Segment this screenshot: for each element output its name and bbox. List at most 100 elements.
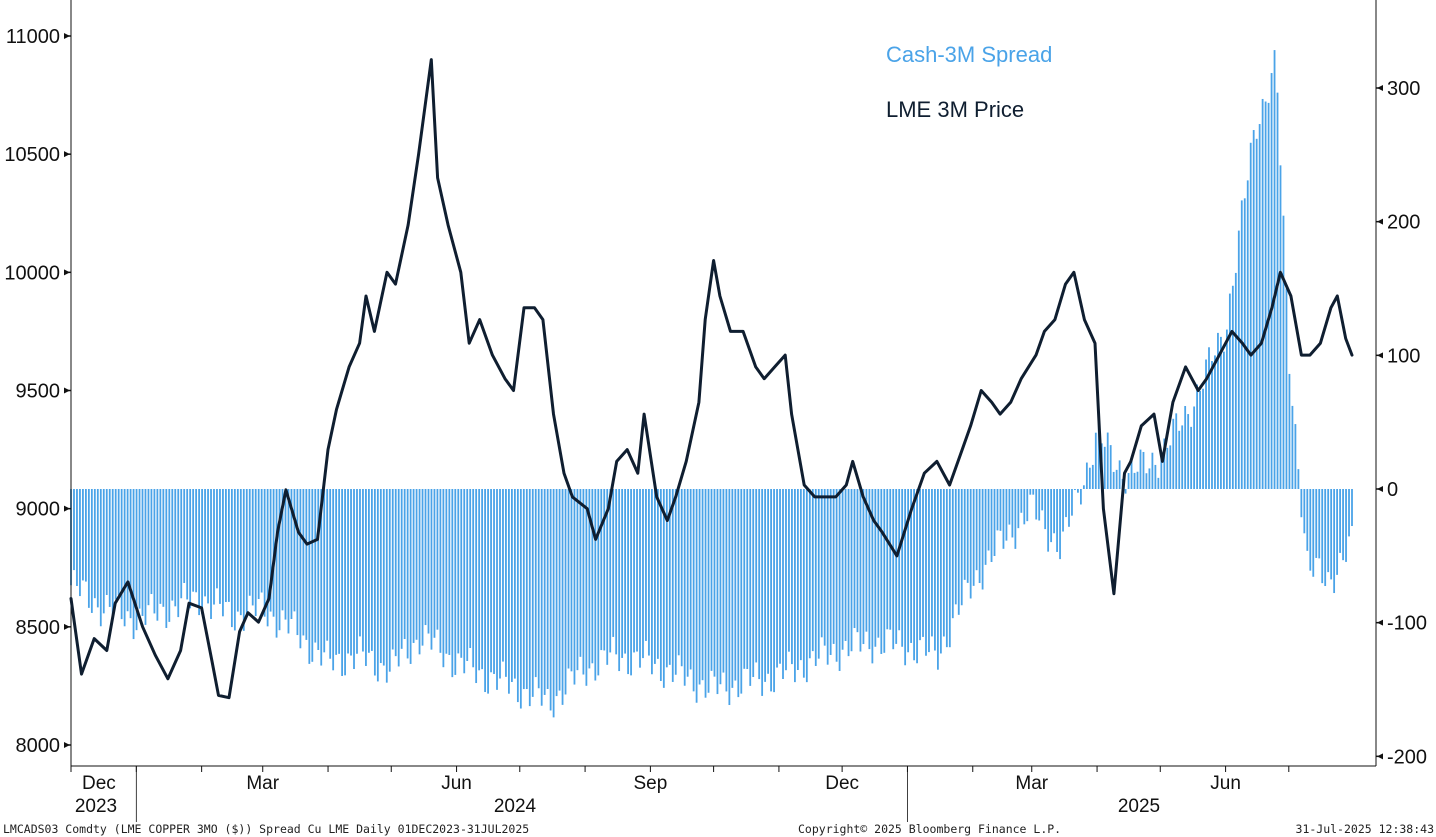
spread-bar xyxy=(111,489,114,617)
spread-bar xyxy=(1035,489,1038,520)
spread-bar xyxy=(826,489,829,665)
spread-bar xyxy=(1145,473,1148,489)
spread-bar xyxy=(576,489,579,671)
spread-bar xyxy=(1276,92,1279,489)
spread-bar xyxy=(189,489,192,609)
spread-bar xyxy=(1154,464,1157,489)
spread-bar xyxy=(817,489,820,659)
spread-bar xyxy=(186,489,189,600)
spread-bar xyxy=(579,489,582,657)
spread-bar xyxy=(174,489,177,607)
spread-bar xyxy=(883,489,886,653)
spread-bar xyxy=(1124,489,1127,494)
spread-bar xyxy=(141,489,144,616)
spread-bar xyxy=(773,489,775,693)
spread-bar xyxy=(707,489,710,693)
spread-bar xyxy=(594,489,597,681)
spread-bar xyxy=(233,489,236,631)
spread-bar xyxy=(1225,329,1228,489)
spread-bar xyxy=(525,489,528,690)
spread-bar xyxy=(838,489,841,671)
spread-bar xyxy=(230,489,233,628)
spread-bar xyxy=(1297,469,1300,489)
spread-bar xyxy=(597,489,600,676)
spread-bar xyxy=(540,489,543,706)
spread-bar xyxy=(951,489,954,619)
spread-bar xyxy=(555,489,558,697)
spread-bar xyxy=(1282,215,1285,489)
spread-bar xyxy=(123,489,126,627)
right-tick-label: -200 xyxy=(1387,746,1427,768)
spread-bar xyxy=(1181,425,1184,489)
spread-bar xyxy=(180,489,183,599)
spread-bar xyxy=(1336,489,1338,575)
spread-bar xyxy=(874,489,877,647)
spread-bar xyxy=(1184,406,1187,489)
left-tick-arrow xyxy=(64,387,70,394)
spread-bar xyxy=(1026,489,1029,522)
spread-bar xyxy=(639,489,641,668)
spread-bar xyxy=(1169,445,1172,489)
spread-bar xyxy=(508,489,510,694)
spread-bar xyxy=(1053,489,1055,534)
spread-bar xyxy=(686,489,689,677)
spread-bar xyxy=(1023,489,1026,525)
spread-bar xyxy=(1065,489,1067,518)
spread-bar xyxy=(1082,485,1085,489)
spread-bar xyxy=(811,489,814,652)
spread-bar xyxy=(519,489,522,709)
spread-bar xyxy=(746,489,749,670)
right-tick-label: 100 xyxy=(1387,345,1420,367)
spread-bar xyxy=(835,489,838,662)
spread-bar xyxy=(1190,426,1193,489)
spread-bar xyxy=(633,489,635,653)
spread-bar xyxy=(1029,489,1032,495)
left-tick-label: 9500 xyxy=(16,381,61,403)
spread-bar xyxy=(293,489,296,612)
spread-bar xyxy=(668,489,671,665)
spread-bar xyxy=(1228,293,1231,489)
spread-bar xyxy=(618,489,621,672)
spread-bar xyxy=(880,489,883,654)
price-line xyxy=(69,58,1354,700)
spread-bar xyxy=(105,489,108,595)
spread-bar xyxy=(159,489,162,604)
right-tick-arrow xyxy=(1377,486,1383,492)
spread-bar xyxy=(716,489,719,695)
spread-bar xyxy=(469,489,472,649)
left-tick-arrow xyxy=(64,151,70,158)
spread-bar xyxy=(785,489,787,671)
spread-bar xyxy=(278,489,281,631)
spread-bar xyxy=(1002,489,1005,549)
x-month-label: Dec xyxy=(82,773,116,794)
spread-bar xyxy=(990,489,993,562)
spread-bar xyxy=(1288,373,1291,489)
spread-bar xyxy=(591,489,594,664)
spread-bar xyxy=(242,489,245,631)
spread-bar xyxy=(463,489,466,674)
spread-bar xyxy=(922,489,924,637)
spread-bar xyxy=(877,489,880,638)
spread-bar xyxy=(502,489,504,662)
spread-bar xyxy=(609,489,612,653)
spread-bar xyxy=(942,489,945,637)
spread-bar xyxy=(82,489,84,581)
spread-bar xyxy=(752,489,755,678)
spread-bar xyxy=(1267,102,1270,489)
spread-bar xyxy=(305,489,308,640)
x-year-label: 2024 xyxy=(494,796,537,817)
spread-bar xyxy=(466,489,469,661)
spread-bar xyxy=(368,489,370,653)
spread-bar xyxy=(1306,489,1309,551)
spread-bar xyxy=(844,489,847,641)
spread-bar xyxy=(496,489,498,690)
spread-bar xyxy=(749,489,752,686)
spread-bar xyxy=(1339,489,1341,553)
spread-bar xyxy=(1074,489,1076,491)
spread-bar xyxy=(889,489,892,630)
spread-bar xyxy=(674,489,677,675)
spread-bar xyxy=(421,489,424,646)
spread-bar xyxy=(937,489,939,670)
spread-bar xyxy=(1279,165,1282,489)
spread-bar xyxy=(642,489,644,659)
